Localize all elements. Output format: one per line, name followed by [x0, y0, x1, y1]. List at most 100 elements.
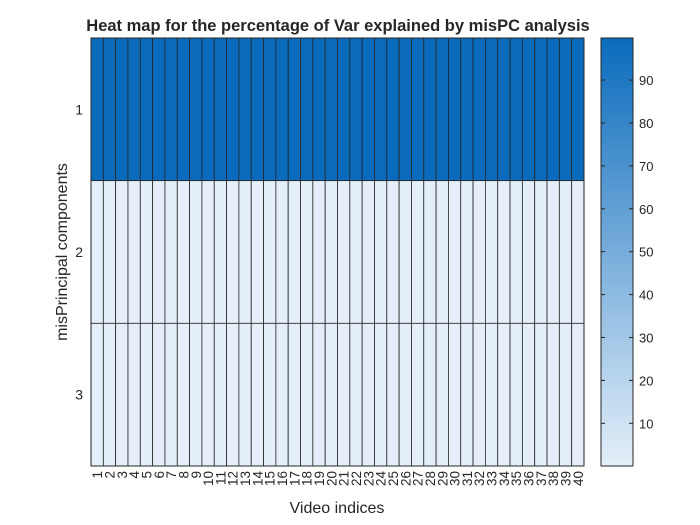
heatmap-cell: [176, 180, 190, 324]
heatmap-cell: [361, 37, 375, 182]
plot-area-frame: [90, 37, 585, 467]
heatmap-cell: [423, 180, 437, 324]
heatmap-cell: [337, 322, 351, 467]
heatmap-cell: [546, 180, 560, 324]
colorbar-tick-label: 30: [639, 330, 653, 345]
colorbar-tick-label: 50: [639, 245, 653, 260]
x-tick-label: 35: [509, 471, 524, 486]
heatmap-cell: [435, 180, 449, 324]
x-tick-label: 28: [423, 471, 438, 486]
colorbar-ticks: 10 20 30 40 50 60 70 80 90: [601, 73, 653, 431]
colorbar-tick-label: 20: [639, 373, 653, 388]
x-tick-label: 27: [411, 471, 426, 486]
heatmap-cell: [460, 180, 474, 324]
heatmap-cell: [238, 322, 252, 467]
heatmap-cell: [312, 180, 326, 324]
heatmap-cell: [558, 322, 573, 467]
heatmap-cell: [176, 37, 190, 182]
heatmap-cell: [300, 322, 314, 467]
heatmap-cell: [189, 37, 203, 182]
y-tick-label: 2: [75, 244, 83, 260]
x-tick-label: 3: [115, 471, 130, 479]
heatmap-cell: [115, 37, 129, 182]
x-tick-label: 20: [324, 471, 339, 486]
heatmap-cell: [90, 37, 104, 182]
x-tick-label: 23: [361, 471, 376, 486]
heatmap-cell: [213, 37, 227, 182]
colorbar-tick-label: 70: [639, 159, 653, 174]
heatmap-cell: [509, 180, 523, 324]
heatmap-cell: [398, 322, 412, 467]
heatmap-cell: [226, 322, 240, 467]
heatmap-cell: [226, 37, 240, 182]
heatmap-cell: [139, 322, 154, 467]
x-tick-label: 34: [497, 471, 512, 487]
heatmap-cell: [201, 322, 215, 467]
x-tick-label: 30: [448, 471, 463, 486]
heatmap-cell: [386, 180, 400, 324]
heatmap-cell: [102, 180, 117, 324]
heatmap-cell: [571, 37, 585, 182]
x-tick-label: 40: [571, 471, 586, 486]
heatmap-cell: [127, 37, 141, 182]
heatmap-cell: [152, 37, 166, 182]
heatmap-cell: [398, 37, 412, 182]
heatmap-cell: [349, 180, 363, 324]
heatmap-cell: [534, 322, 548, 467]
x-tick-label: 31: [460, 471, 475, 486]
x-tick-label: 38: [546, 471, 561, 486]
heatmap-cell: [472, 322, 486, 467]
heatmap-cell: [275, 37, 289, 182]
heatmap-cell: [164, 180, 178, 324]
heatmap-cell: [423, 37, 437, 182]
heatmap-cell: [300, 180, 314, 324]
y-tick-labels: 1 2 3: [75, 101, 83, 402]
y-tick-label: 3: [75, 387, 83, 403]
colorbar-tick-label: 80: [639, 116, 653, 131]
x-tick-label: 32: [472, 471, 487, 486]
heatmap-cell: [213, 322, 227, 467]
heatmap-cell: [337, 180, 351, 324]
heatmap-cell: [102, 37, 117, 182]
heatmap-cell: [115, 180, 129, 324]
heatmap-cell: [213, 180, 227, 324]
heatmap-cell: [435, 37, 449, 182]
heatmap-cell: [534, 180, 548, 324]
x-tick-label: 16: [275, 471, 290, 486]
heatmap-cell: [411, 322, 425, 467]
heatmap-cell: [497, 322, 511, 467]
x-tick-label: 21: [337, 471, 352, 486]
heatmap-cell: [460, 37, 474, 182]
colorbar-tick-label: 60: [639, 202, 653, 217]
heatmap-cell: [139, 37, 154, 182]
x-tick-label: 39: [559, 471, 574, 486]
heatmap-cell: [546, 322, 560, 467]
heatmap-cell: [497, 180, 511, 324]
x-tick-labels: 1234567891011121314151617181920212223242…: [90, 471, 586, 487]
heatmap-cell: [127, 322, 141, 467]
heatmap-cell: [521, 37, 536, 182]
x-tick-label: 14: [250, 471, 265, 487]
heatmap-cell: [152, 180, 166, 324]
heatmap-cell: [349, 37, 363, 182]
heatmap-cell: [287, 37, 301, 182]
heatmap-cell: [398, 180, 412, 324]
heatmap-cell: [435, 322, 449, 467]
x-tick-label: 18: [300, 471, 315, 486]
x-tick-label: 2: [102, 471, 117, 479]
heatmap-cell: [521, 180, 536, 324]
heatmap-cell: [374, 180, 388, 324]
heatmap-cell: [460, 322, 474, 467]
heatmap-cell: [201, 180, 215, 324]
x-tick-label: 26: [398, 471, 413, 486]
heatmap-cell: [263, 180, 277, 324]
heatmap-cell: [287, 180, 301, 324]
heatmap-cell: [312, 37, 326, 182]
heatmap-cell: [263, 37, 277, 182]
heatmap-cell: [558, 180, 573, 324]
heatmap-cell: [275, 180, 289, 324]
heatmap-cell: [139, 180, 154, 324]
colorbar: [600, 37, 634, 467]
heatmap-cell: [226, 180, 240, 324]
